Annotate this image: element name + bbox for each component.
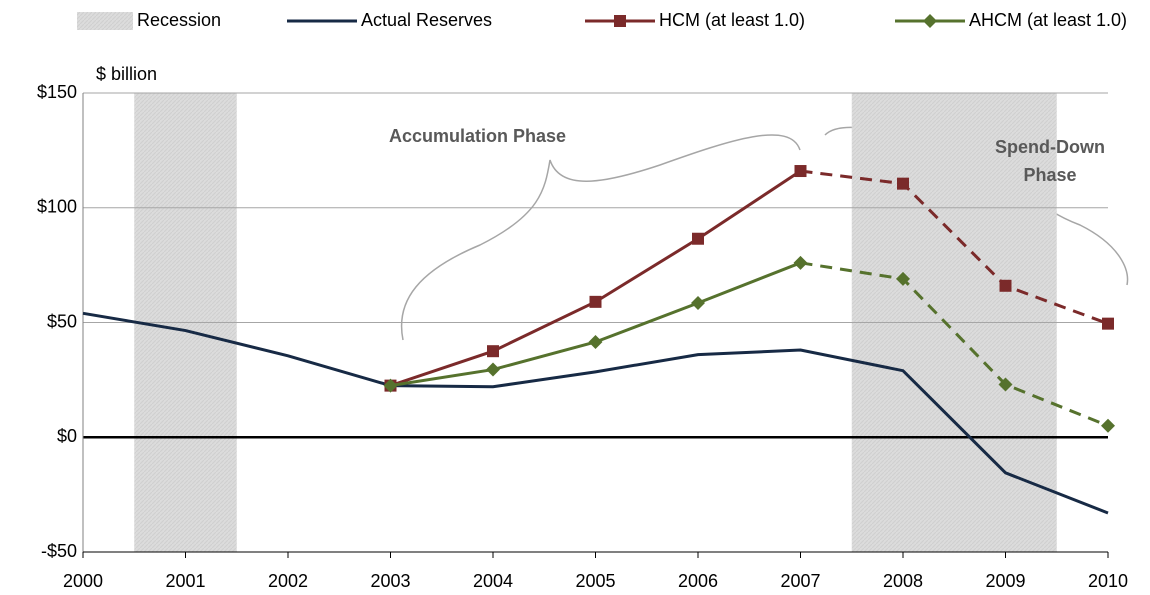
legend-label: HCM (at least 1.0) (659, 10, 805, 30)
legend-marker (614, 15, 626, 27)
brace (400, 134, 801, 341)
series-line (800, 169, 1109, 326)
y-tick-label: $50 (47, 311, 77, 331)
marker (487, 345, 499, 358)
annotation: Spend-Down Phase (995, 137, 1105, 185)
marker (793, 255, 808, 270)
marker (692, 232, 704, 245)
x-tick-label: 2008 (883, 571, 923, 591)
annotation: Accumulation Phase (388, 126, 567, 146)
x-tick-label: 2005 (575, 571, 615, 591)
legend-swatch (77, 12, 133, 30)
series-line (800, 261, 1109, 428)
marker (794, 165, 807, 178)
y-axis-label: $ billion (96, 64, 157, 84)
marker (691, 295, 705, 310)
x-tick-label: 2004 (473, 571, 513, 591)
x-tick-label: 2000 (63, 571, 103, 591)
marker (998, 377, 1013, 392)
legend-label: AHCM (at least 1.0) (969, 10, 1127, 30)
marker (999, 279, 1012, 292)
legend-label: Recession (137, 10, 221, 30)
marker (1102, 317, 1114, 330)
marker (1101, 418, 1115, 433)
y-tick-label: $150 (37, 82, 77, 102)
x-tick-label: 2001 (165, 571, 205, 591)
x-tick-label: 2002 (268, 571, 308, 591)
marker (896, 271, 910, 286)
legend-label: Actual Reserves (361, 10, 492, 30)
legend-marker (923, 14, 937, 28)
y-tick-label: $100 (37, 197, 77, 217)
x-tick-label: 2006 (678, 571, 718, 591)
x-tick-label: 2010 (1088, 571, 1128, 591)
series-line (82, 311, 1109, 515)
y-tick-label: $0 (57, 426, 77, 446)
x-tick-label: 2009 (985, 571, 1025, 591)
x-tick-label: 2003 (370, 571, 410, 591)
marker (588, 335, 603, 350)
marker (383, 378, 398, 393)
marker (897, 177, 909, 190)
x-tick-label: 2007 (780, 571, 820, 591)
marker (486, 362, 500, 377)
y-tick-label: -$50 (41, 541, 77, 561)
marker (589, 295, 602, 308)
series-line (390, 261, 802, 388)
